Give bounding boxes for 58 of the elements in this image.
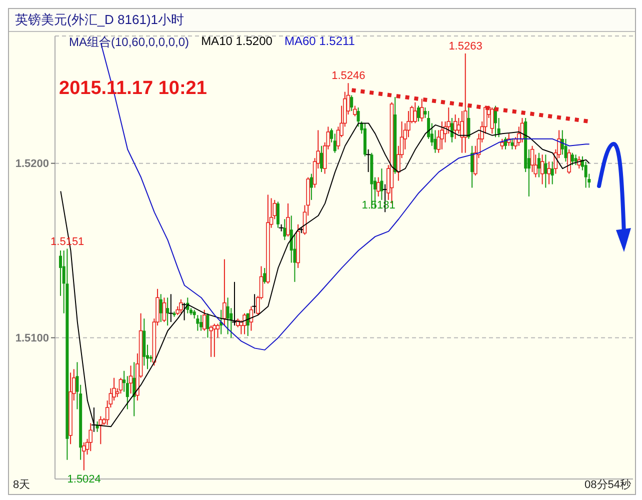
candlestick [470,145,474,188]
candlestick [162,297,166,323]
candlestick [128,365,133,394]
candlestick [450,117,454,143]
candlestick [350,94,354,112]
candlestick [159,294,162,323]
candlestick [417,105,420,122]
y-tick-label: 1.5200 [15,158,49,170]
candlestick [283,218,286,241]
candlestick [320,145,323,173]
annotation: 1.5246 [332,70,366,82]
chart-title: 英镑美元(外汇_D 8161)1小时 [9,9,635,32]
candlestick [567,148,571,174]
candlestick [286,202,290,238]
candlestick [510,138,514,150]
candlestick [500,138,504,150]
y-tick-label: 1.5100 [15,332,49,345]
candlestick [570,152,574,166]
chart-subtitle: MA组合(10,60,0,0,0,0) [69,34,190,51]
annotation: 1.5024 [67,473,101,486]
candlestick [222,258,226,326]
candlestick [276,201,280,228]
candlestick [263,267,266,284]
candlestick [206,312,210,338]
candlestick [376,176,380,197]
candlestick [132,362,136,417]
candlestick [212,323,216,358]
candlestick [544,154,548,188]
candlestick [202,309,206,332]
candlestick [118,377,123,394]
candlestick [310,173,313,200]
candlestick [242,312,246,335]
candlestick [547,161,551,185]
annotation: 08分54秒 [584,478,631,492]
candlestick [166,297,170,326]
candlestick [413,102,418,124]
candlestick [574,154,578,166]
candlestick [356,107,360,128]
candlestick [226,297,230,335]
text: MA60 1.5211 [284,34,355,50]
candlestick [467,105,470,140]
text: MA10 1.5200 [201,34,272,50]
candlestick [196,314,200,332]
candlestick [200,314,203,332]
candlestick [537,152,540,178]
text: 8天 [13,478,30,492]
annotation: 1.5263 [448,40,482,52]
candlestick [453,114,458,140]
candlestick [440,120,444,150]
candlestick [179,298,183,314]
candlestick [209,325,213,358]
candlestick [216,323,220,338]
candlestick [550,161,554,185]
candlestick [540,154,544,185]
candlestick [353,105,357,117]
candlestick [88,422,93,452]
candlestick [82,442,86,471]
candlestick [380,168,384,200]
